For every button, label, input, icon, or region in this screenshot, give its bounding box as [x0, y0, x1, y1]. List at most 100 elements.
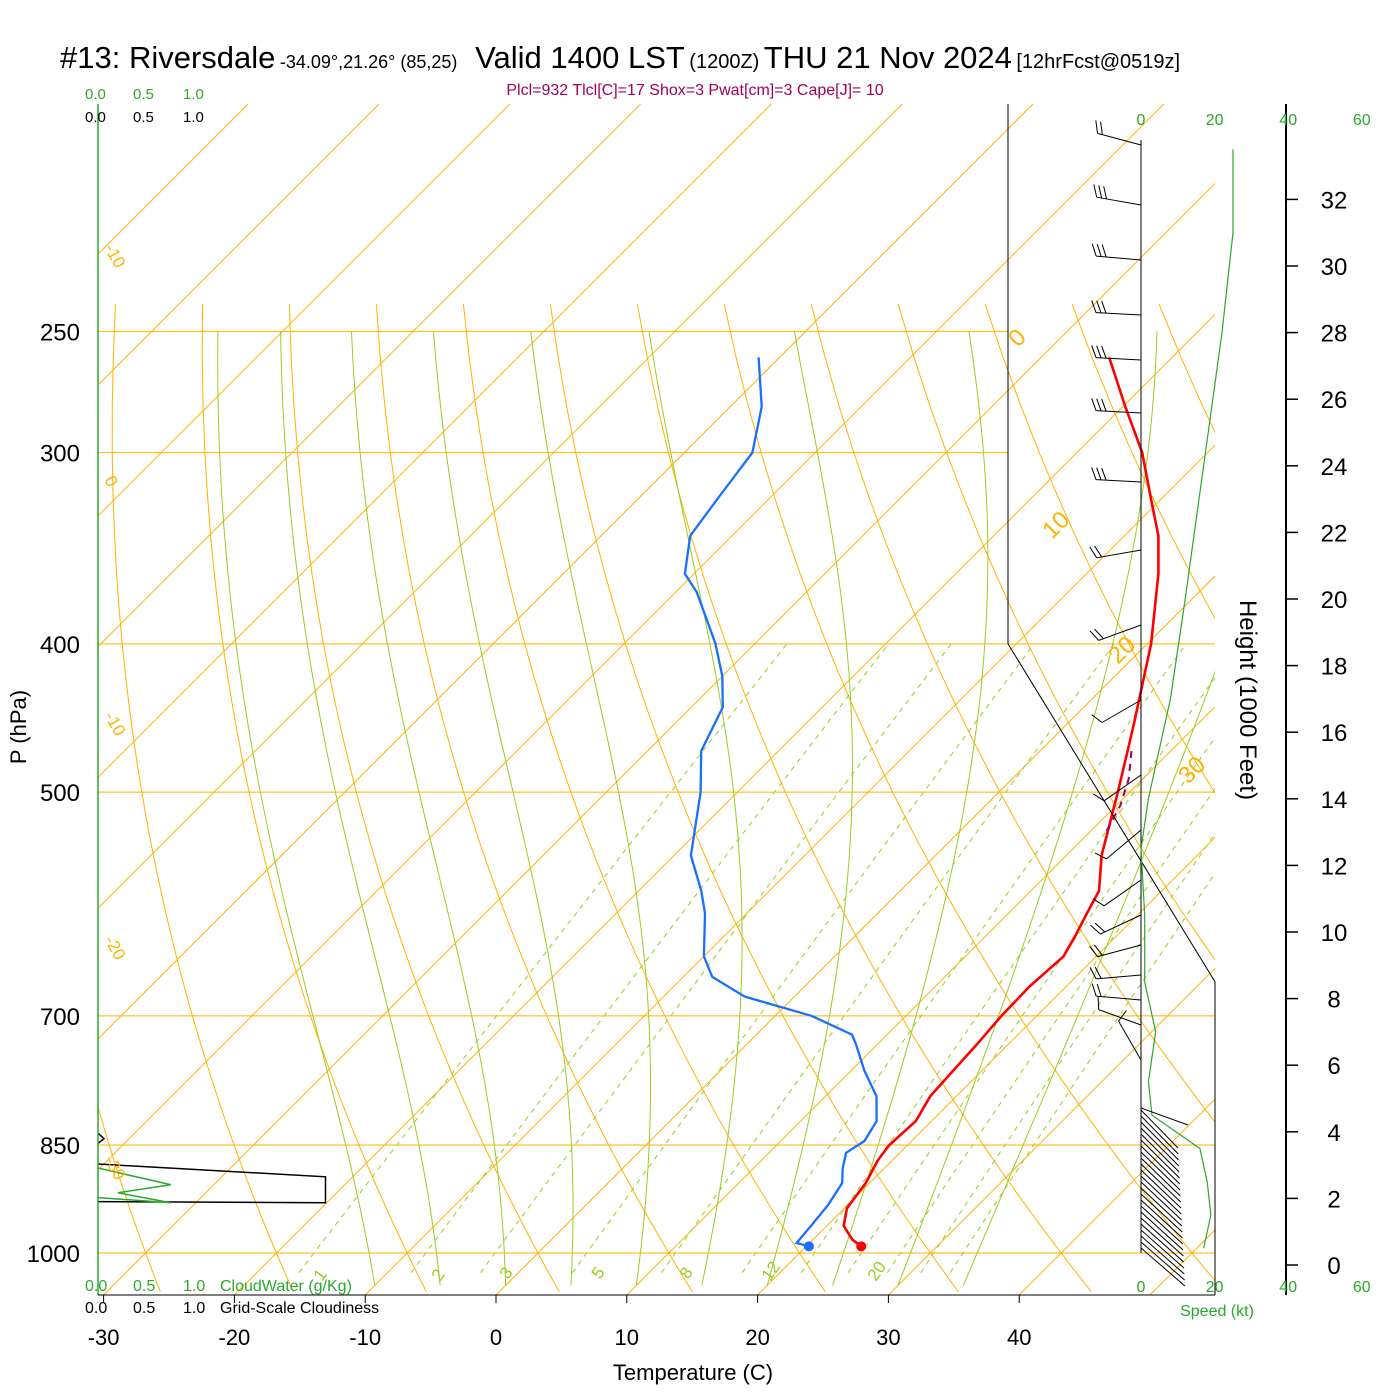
cloudwater-scale-label: 1.0 [183, 86, 204, 103]
isotherm-label: 10 [1037, 506, 1075, 544]
mixing-ratio-line [920, 832, 1215, 1273]
isotherm-line [626, 706, 1215, 1295]
height-tick-label: 10 [1321, 920, 1348, 947]
mixing-ratio-label: 12 [758, 1258, 784, 1284]
mixing-ratio-line [661, 643, 1115, 1273]
low-level-wind-barb [1140, 1205, 1184, 1245]
cloudiness-profile-upper [97, 1132, 106, 1144]
isotherm-line [98, 104, 380, 386]
moist-adiabat-line [351, 331, 507, 1286]
y-axis-title: P (hPa) [6, 690, 31, 764]
isotherm-label: 30 [1173, 751, 1211, 789]
wind-barb-feather [1096, 983, 1102, 997]
x-tick-label: -20 [219, 1325, 251, 1350]
cloudiness-label: Grid-Scale Cloudiness [220, 1300, 379, 1317]
isotherm-line [98, 104, 249, 255]
isotherm-line [98, 104, 641, 648]
wind-barb-feather [1091, 398, 1097, 411]
wind-barb-feather [1097, 996, 1100, 1010]
wind-barb [1091, 983, 1142, 1001]
cloudiness-scale-label: 1.0 [183, 109, 204, 126]
low-level-wind-barb [1140, 1217, 1184, 1257]
low-level-wind-barb [1140, 1175, 1182, 1215]
isotherm-line [98, 104, 1034, 1040]
wind-barb-feather [1101, 398, 1107, 412]
mixing-ratio-line [847, 736, 1215, 1273]
sounding-parameters: Plcl=932 Tlcl[C]=17 Shox=3 Pwat[cm]=3 Ca… [506, 82, 884, 99]
moist-adiabat-line [897, 331, 1158, 1286]
isotherm-line [888, 967, 1215, 1295]
wind-barb-staff [1097, 132, 1142, 146]
height-tick-label: 30 [1321, 254, 1348, 281]
x-tick-label: -10 [349, 1325, 381, 1350]
dry-adiabat-line [201, 304, 427, 1292]
cloudwater-scale-label: 0.5 [133, 1278, 155, 1295]
wind-barb-feather [1094, 628, 1104, 640]
dry-adiabat-line [111, 304, 294, 1292]
wind-barb-feather [1089, 630, 1100, 641]
wind-barb [1091, 243, 1142, 261]
moist-adiabat-line [832, 331, 989, 1286]
chart-title: #13: Riversdale -34.09°,21.26° (85,25) V… [60, 40, 1180, 76]
x-tick-label: 10 [615, 1325, 639, 1350]
cloudiness-scale-label: 0.0 [85, 1300, 107, 1317]
wind-barb-staff [1103, 774, 1142, 802]
wind-barb [1091, 398, 1142, 414]
dry-adiabat-line [810, 304, 1215, 1123]
wind-barb-feather [1093, 184, 1098, 198]
wind-barb-feather [1091, 983, 1097, 997]
height-tick-label: 12 [1321, 853, 1348, 880]
mixing-ratio-label: 20 [864, 1258, 890, 1284]
wind-barb [1094, 829, 1142, 860]
isotherm-line [103, 182, 1215, 1295]
speed-tick-label: 20 [1206, 112, 1224, 129]
wind-barb-staff [1096, 974, 1142, 980]
low-level-wind-barb [1140, 1151, 1181, 1191]
wind-barb-feather [1118, 1010, 1127, 1022]
low-level-wind-barb [1140, 1241, 1185, 1281]
wind-barb-feather [1096, 467, 1102, 481]
title-valid: Valid 1400 LST [475, 40, 685, 75]
low-level-wind-barb [1140, 1199, 1183, 1239]
wind-barb-feather [1096, 243, 1102, 257]
wind-barb-feather [1090, 924, 1101, 935]
cloudiness-profile [97, 1163, 327, 1204]
height-tick-label: 20 [1321, 587, 1348, 614]
speed-tick-label: 20 [1206, 1279, 1224, 1296]
x-tick-label: 30 [876, 1325, 900, 1350]
parcel-path-line [1105, 750, 1133, 832]
wind-barb-staff [1103, 879, 1142, 907]
wind-barb-staff [1097, 944, 1142, 958]
wind-barb-feather [1089, 967, 1097, 980]
wind-barb [1090, 914, 1142, 935]
wind-barb-feather [1094, 922, 1106, 933]
isotherm-line [495, 575, 1215, 1295]
mixing-ratio-line [800, 676, 1215, 1273]
height-tick-label: 22 [1321, 520, 1348, 547]
wind-barb-feather [1096, 398, 1102, 412]
pressure-tick-label: 250 [40, 319, 80, 346]
wind-barb-feather [1098, 185, 1103, 199]
cloudiness-scale-label: 0.5 [133, 109, 154, 126]
isotherm-label: 0 [1003, 324, 1032, 353]
dry-adiabat-line [636, 304, 1092, 1293]
low-level-wind-barb [1140, 1211, 1184, 1251]
low-level-wind-barb [1140, 1107, 1189, 1126]
mixing-ratio-line [480, 643, 952, 1273]
speed-axis-title: Speed (kt) [1180, 1303, 1254, 1320]
title-date: THU 21 Nov 2024 [763, 40, 1012, 75]
wind-barb-feather [1101, 244, 1107, 258]
wind-barb-staff [1098, 1009, 1142, 1026]
mixing-ratio-line [298, 643, 788, 1274]
x-tick-label: 20 [745, 1325, 769, 1350]
wind-barb-feather [1092, 793, 1105, 802]
title-utc: (1200Z) [689, 51, 760, 73]
wind-barb [1089, 966, 1142, 980]
isotherm-label: -10 [101, 709, 130, 740]
height-tick-label: 16 [1321, 720, 1348, 747]
cloudiness-scale-label: 1.0 [183, 1300, 205, 1317]
isotherm-line [364, 444, 1215, 1295]
height-tick-label: 6 [1327, 1053, 1340, 1080]
surface-temperature-dot [856, 1241, 867, 1252]
cloudwater-label: CloudWater (g/Kg) [220, 1278, 352, 1295]
